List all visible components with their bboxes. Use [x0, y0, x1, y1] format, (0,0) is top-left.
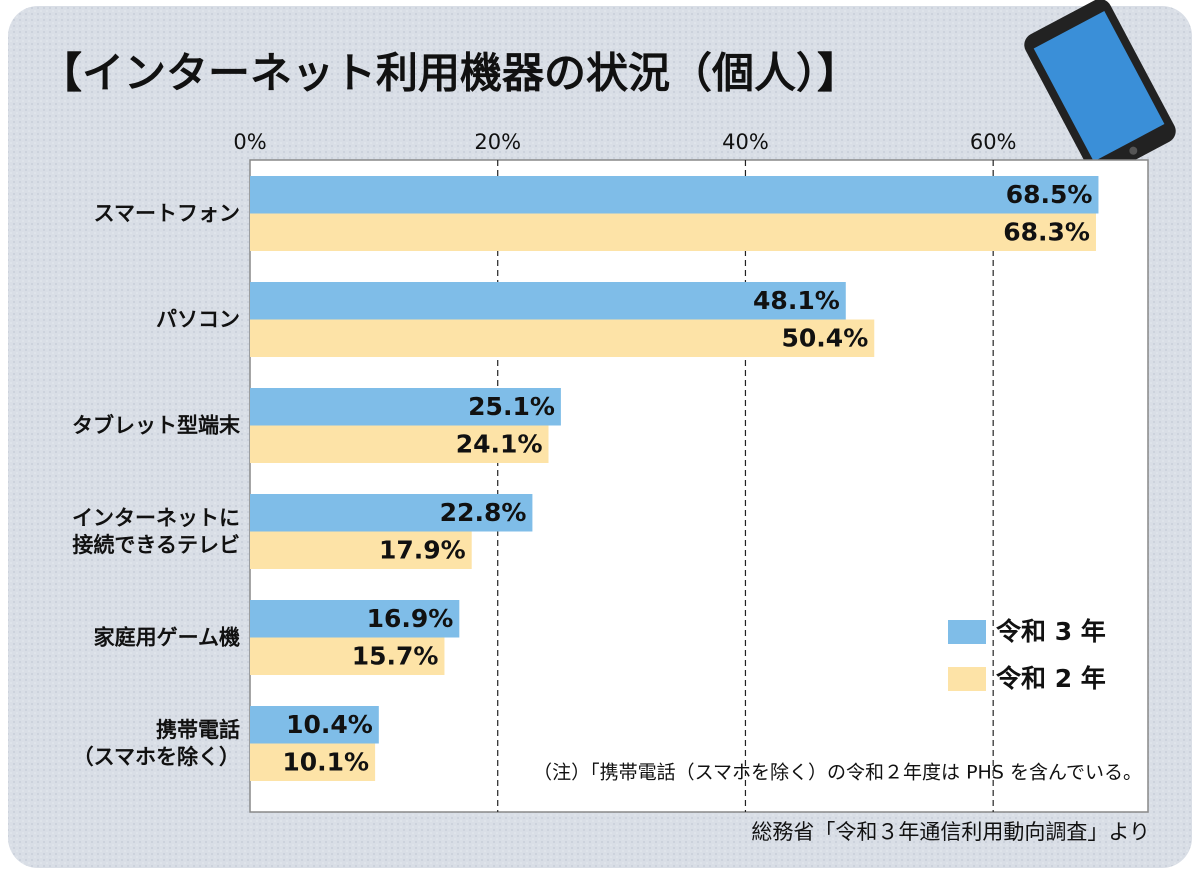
bar — [250, 706, 379, 744]
value-label: 68.5% — [1006, 180, 1093, 209]
legend-label: 令和 3 年 — [996, 617, 1106, 646]
category-label: パソコン — [156, 307, 240, 331]
x-tick-label: 20% — [474, 130, 521, 154]
legend-label: 令和 2 年 — [996, 664, 1106, 693]
legend-swatch — [948, 620, 986, 644]
value-label: 68.3% — [1003, 217, 1090, 246]
bar — [250, 531, 472, 569]
bar — [250, 637, 445, 675]
bar — [250, 282, 846, 320]
bar — [250, 319, 875, 357]
value-label: 24.1% — [456, 429, 543, 458]
value-label: 10.1% — [282, 747, 369, 776]
x-tick-label: 40% — [722, 130, 769, 154]
x-tick-label: 60% — [970, 130, 1017, 154]
value-label: 16.9% — [367, 604, 454, 633]
plot-area — [249, 159, 1149, 813]
value-label: 10.4% — [286, 710, 373, 739]
note: （注）「携帯電話（スマホを除く）の令和２年度は PHS を含んでいる。 — [533, 762, 1142, 784]
category-label: 家庭用ゲーム機 — [93, 625, 240, 649]
phone-icon — [1024, 0, 1176, 177]
bar — [250, 494, 533, 532]
category-label: インターネットに 接続できるテレビ — [72, 505, 240, 557]
bar — [250, 388, 561, 426]
value-label: 22.8% — [440, 498, 527, 527]
bar — [250, 743, 376, 781]
value-label: 15.7% — [352, 641, 439, 670]
x-tick-label: 0% — [233, 130, 266, 154]
value-label: 17.9% — [379, 535, 466, 564]
legend-swatch — [948, 667, 986, 691]
bar — [250, 213, 1096, 251]
value-label: 50.4% — [782, 323, 869, 352]
category-label: スマートフォン — [93, 201, 240, 225]
bar — [250, 425, 549, 463]
value-label: 25.1% — [468, 392, 555, 421]
category-label: 携帯電話 （スマホを除く） — [72, 717, 240, 769]
source: 総務省「令和３年通信利用動向調査」より — [751, 820, 1150, 844]
bar — [250, 600, 460, 638]
category-label: タブレット型端末 — [72, 413, 240, 437]
value-label: 48.1% — [753, 286, 840, 315]
chart-title: 【インターネット利用機器の状況（個人）】 — [40, 49, 859, 98]
bar — [250, 176, 1099, 214]
